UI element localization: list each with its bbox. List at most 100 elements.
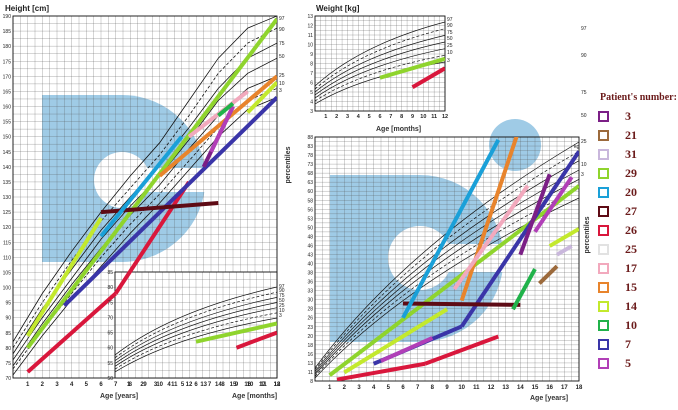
legend-title: Patient's number:	[600, 92, 677, 103]
height-months-x-axis-label: Age [months]	[232, 393, 277, 400]
percentile-label: 97	[279, 16, 285, 22]
legend-patient-number: 17	[625, 261, 637, 275]
legend-item: 20	[590, 183, 678, 202]
patient-series-7	[62, 96, 277, 308]
patient-series-29	[379, 56, 445, 80]
y-tick-label: 12	[307, 24, 313, 30]
percentile-curve-panel-2	[315, 21, 445, 87]
y-tick-label: 85	[107, 270, 113, 276]
y-tick-label: 13	[307, 361, 313, 367]
legend-patient-number: 26	[625, 223, 637, 237]
percentile-curve-panel-3	[315, 141, 579, 369]
patient-series-26	[26, 292, 117, 374]
x-tick-label: 3	[55, 382, 59, 388]
percentile-label: 10	[447, 50, 453, 56]
patient-series-7	[460, 150, 579, 328]
x-tick-label: 10	[156, 382, 163, 388]
percentile-label: 3	[279, 88, 282, 94]
x-tick-label: 14	[517, 385, 524, 391]
x-tick-label: 7	[389, 114, 392, 120]
y-tick-label: 73	[307, 162, 313, 168]
patient-series-26	[235, 330, 277, 350]
patient-series-14	[25, 217, 103, 337]
y-tick-label: 85	[5, 331, 11, 337]
patient-series-26	[336, 361, 426, 381]
percentile-label: 50	[279, 54, 285, 60]
percentile-curve-height-3	[13, 97, 277, 376]
patient-series-14	[548, 227, 579, 248]
x-tick-label: 2	[140, 382, 144, 388]
legend-swatch	[598, 263, 609, 274]
y-tick-label: 75	[5, 361, 11, 367]
grid-panel-1	[114, 271, 278, 379]
patient-series-14	[343, 307, 449, 375]
y-tick-label: 3	[310, 109, 313, 115]
patient-series-10	[511, 268, 537, 311]
y-tick-label: 33	[307, 289, 313, 295]
x-tick-label: 1	[127, 382, 131, 388]
legend-patient-number: 21	[625, 128, 637, 142]
x-tick-label: 12	[186, 382, 193, 388]
x-tick-label: 8	[129, 382, 133, 388]
percentile-label: 3	[279, 313, 282, 319]
x-tick-label: 5	[85, 382, 89, 388]
legend-swatch	[598, 244, 609, 255]
x-tick-label: 13	[200, 382, 207, 388]
legend-item: 21	[590, 126, 678, 145]
y-tick-label: 190	[3, 14, 12, 20]
patient-legend: Patient's number: 3 21 31 29 20 27 26 25 17 15 14 1…	[590, 92, 678, 373]
legend-patient-number: 20	[625, 185, 637, 199]
percentile-curve-panel-1	[115, 286, 277, 356]
x-tick-label: 10	[247, 382, 254, 388]
legend-swatch	[598, 339, 609, 350]
legend-patient-number: 25	[625, 242, 637, 256]
y-tick-label: 30	[307, 298, 313, 304]
height-percentiles-label: percentiles	[285, 146, 292, 183]
percentile-label: 75	[279, 293, 285, 299]
percentile-curve-panel-1	[115, 307, 277, 367]
x-tick-label: 5	[368, 114, 371, 120]
y-tick-label: 63	[307, 180, 313, 186]
legend-swatch	[598, 149, 609, 160]
y-tick-label: 6	[310, 81, 313, 87]
percentile-curve-panel-2	[315, 54, 445, 102]
y-tick-label: 185	[3, 29, 12, 35]
x-tick-label: 4	[357, 114, 361, 120]
legend-swatch	[598, 187, 609, 198]
x-tick-label: 8	[431, 385, 435, 391]
legend-patient-number: 14	[625, 299, 637, 313]
x-tick-label: 14	[215, 382, 222, 388]
y-tick-label: 95	[5, 301, 11, 307]
y-tick-label: 110	[3, 255, 11, 261]
y-tick-label: 115	[3, 240, 11, 246]
y-tick-label: 7	[310, 71, 313, 77]
y-tick-label: 26	[307, 316, 313, 322]
y-tick-label: 50	[107, 376, 113, 382]
x-tick-label: 6	[99, 382, 103, 388]
patient-series-29	[328, 184, 579, 377]
y-tick-label: 18	[307, 343, 313, 349]
y-tick-label: 48	[307, 234, 313, 240]
legend-swatch	[598, 168, 609, 179]
percentile-label: 75	[581, 90, 587, 96]
percentile-curve-panel-2	[315, 48, 445, 99]
y-tick-label: 150	[3, 135, 12, 141]
legend-patient-number: 31	[625, 147, 637, 161]
percentile-curve-height-90	[13, 27, 277, 349]
x-tick-label: 6	[378, 114, 381, 120]
panel-frame	[314, 136, 580, 382]
weight-x-axis-label: Age [years]	[530, 395, 568, 402]
x-tick-label: 6	[194, 382, 198, 388]
patient-series-21	[538, 264, 559, 285]
patient-series-20	[99, 135, 184, 238]
x-tick-label: 15	[532, 385, 539, 391]
y-tick-label: 105	[3, 270, 12, 276]
percentile-curve-panel-2	[315, 34, 445, 93]
y-tick-label: 165	[3, 89, 12, 95]
legend-patient-number: 15	[625, 280, 637, 294]
patient-series-3	[518, 173, 552, 256]
percentile-label: 3	[447, 58, 450, 64]
percentile-label: 90	[279, 27, 285, 33]
legend-patient-number: 27	[625, 204, 637, 218]
